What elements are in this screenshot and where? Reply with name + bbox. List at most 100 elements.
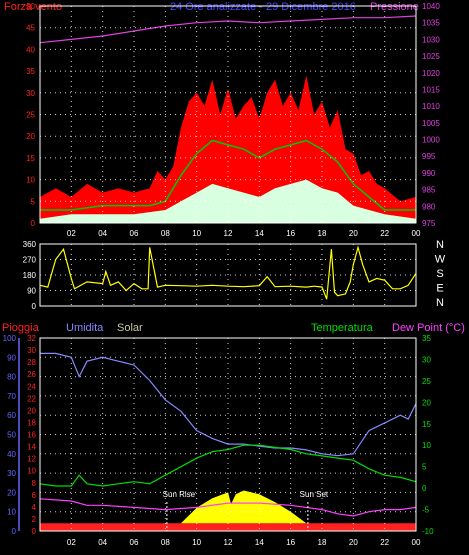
- x-tick-label: 08: [161, 229, 170, 238]
- x-tick-label: 04: [98, 538, 107, 547]
- x-tick-label: 16: [286, 229, 295, 238]
- y-tick-label-temperature: 25: [422, 377, 431, 386]
- x-tick-label: 10: [192, 229, 201, 238]
- y-tick-label-pressure: 1020: [422, 69, 440, 78]
- x-tick-label: 02: [67, 229, 76, 238]
- y-tick-label-wind: 0: [31, 219, 36, 228]
- compass-letter-n: N: [436, 239, 444, 251]
- temperature-axis-label: Temperatura: [311, 322, 373, 334]
- y-tick-label-humidity: 0: [32, 527, 37, 536]
- x-tick-label: 06: [130, 538, 139, 547]
- x-tick-label: 20: [349, 229, 358, 238]
- y-tick-label-direction: 270: [23, 256, 37, 265]
- y-tick-label-pressure: 1005: [422, 119, 440, 128]
- y-tick-label-rain: 20: [7, 488, 16, 497]
- humidity-axis-label: Umidita: [66, 322, 104, 334]
- x-tick-label: 12: [224, 538, 233, 547]
- x-tick-label: 02: [67, 538, 76, 547]
- x-tick-label: 00: [412, 538, 421, 547]
- y-tick-label-humidity: 20: [27, 406, 36, 415]
- x-tick-label: 08: [161, 538, 170, 547]
- y-tick-label-pressure: 1000: [422, 136, 440, 145]
- y-tick-label-pressure: 1035: [422, 19, 440, 28]
- y-tick-label-temperature: 0: [422, 484, 427, 493]
- series-pressure: [39, 15, 417, 44]
- compass-letter-n: N: [436, 297, 444, 309]
- y-tick-label-temperature: 35: [422, 334, 431, 343]
- y-tick-label-humidity: 32: [27, 334, 36, 343]
- series-temperature: [39, 444, 417, 487]
- y-tick-label-pressure: 1025: [422, 52, 440, 61]
- x-tick-label: 12: [224, 229, 233, 238]
- y-tick-label-rain: 30: [7, 469, 16, 478]
- y-tick-label-temperature: 15: [422, 420, 431, 429]
- y-tick-label-rain: 90: [7, 353, 16, 362]
- series-solar: [40, 490, 416, 524]
- y-tick-label-wind: 40: [26, 45, 35, 54]
- y-tick-label-pressure: 975: [422, 219, 436, 228]
- y-tick-label-pressure: 1030: [422, 35, 440, 44]
- y-tick-label-direction: 90: [27, 287, 36, 296]
- y-tick-label-wind: 25: [26, 111, 35, 120]
- series-wind-avg: [40, 139, 416, 211]
- wind-pressure-chart: 0510152025303540455097598098599099510001…: [26, 2, 440, 238]
- y-tick-label-temperature: 5: [422, 463, 427, 472]
- y-tick-label-rain: 70: [7, 392, 16, 401]
- y-tick-label-rain: 80: [7, 373, 16, 382]
- x-tick-label: 14: [255, 538, 264, 547]
- y-tick-label-wind: 45: [26, 24, 35, 33]
- x-tick-label: 18: [318, 229, 327, 238]
- y-tick-label-humidity: 26: [27, 370, 36, 379]
- y-tick-label-rain: 10: [7, 508, 16, 517]
- y-tick-label-wind: 50: [26, 2, 35, 11]
- y-tick-label-humidity: 16: [27, 431, 36, 440]
- series-wind-direction: [39, 245, 417, 300]
- y-tick-label-pressure: 990: [422, 169, 436, 178]
- y-tick-label-humidity: 22: [27, 394, 36, 403]
- pressure-axis-label: Pressione: [370, 1, 419, 13]
- sunset-label: Sun Set: [300, 490, 329, 499]
- y-tick-label-pressure: 985: [422, 186, 436, 195]
- x-tick-label: 22: [380, 538, 389, 547]
- humidity-temperature-chart: Sun Rise Sun Set0102030405060708090100024…: [3, 334, 434, 547]
- x-tick-label: 18: [318, 538, 327, 547]
- series-humidity: [40, 352, 417, 457]
- y-tick-label-wind: 20: [26, 132, 35, 141]
- dewpoint-axis-label: Dew Point (°C): [392, 322, 465, 334]
- plot-frame-wind: [39, 5, 417, 224]
- y-tick-label-rain: 40: [7, 450, 16, 459]
- y-tick-label-pressure: 1015: [422, 85, 440, 94]
- y-tick-label-humidity: 28: [27, 358, 36, 367]
- solar-axis-label: Solar: [117, 322, 143, 334]
- compass-letter-e: E: [436, 283, 443, 295]
- y-tick-label-wind: 35: [26, 67, 35, 76]
- y-tick-label-humidity: 12: [27, 455, 36, 464]
- y-tick-label-pressure: 1040: [422, 2, 440, 11]
- y-tick-label-temperature: -5: [422, 506, 430, 515]
- y-tick-label-wind: 15: [26, 154, 35, 163]
- plot-frame-direction: [39, 243, 417, 307]
- y-tick-label-pressure: 1010: [422, 102, 440, 111]
- y-tick-label-temperature: 10: [422, 441, 431, 450]
- y-tick-label-temperature: 30: [422, 355, 431, 364]
- y-tick-label-direction: 360: [23, 240, 37, 249]
- y-tick-label-humidity: 30: [27, 346, 36, 355]
- y-tick-label-direction: 180: [23, 271, 37, 280]
- x-tick-label: 14: [255, 229, 264, 238]
- compass-letter-s: S: [436, 268, 443, 280]
- x-tick-label: 10: [192, 538, 201, 547]
- y-tick-label-humidity: 2: [32, 515, 37, 524]
- x-tick-label: 16: [286, 538, 295, 547]
- rain-axis-label: Pioggia: [2, 322, 39, 334]
- sunrise-label: Sun Rise: [163, 490, 196, 499]
- plot-frame-bottom: [39, 337, 417, 532]
- y-tick-label-rain: 50: [7, 431, 16, 440]
- wind-axis-label: Forza vento: [4, 1, 63, 13]
- y-tick-label-pressure: 980: [422, 202, 436, 211]
- series-dewpoint: [39, 498, 417, 517]
- y-tick-label-humidity: 18: [27, 418, 36, 427]
- y-tick-label-rain: 100: [3, 334, 17, 343]
- y-tick-label-rain: 0: [12, 527, 17, 536]
